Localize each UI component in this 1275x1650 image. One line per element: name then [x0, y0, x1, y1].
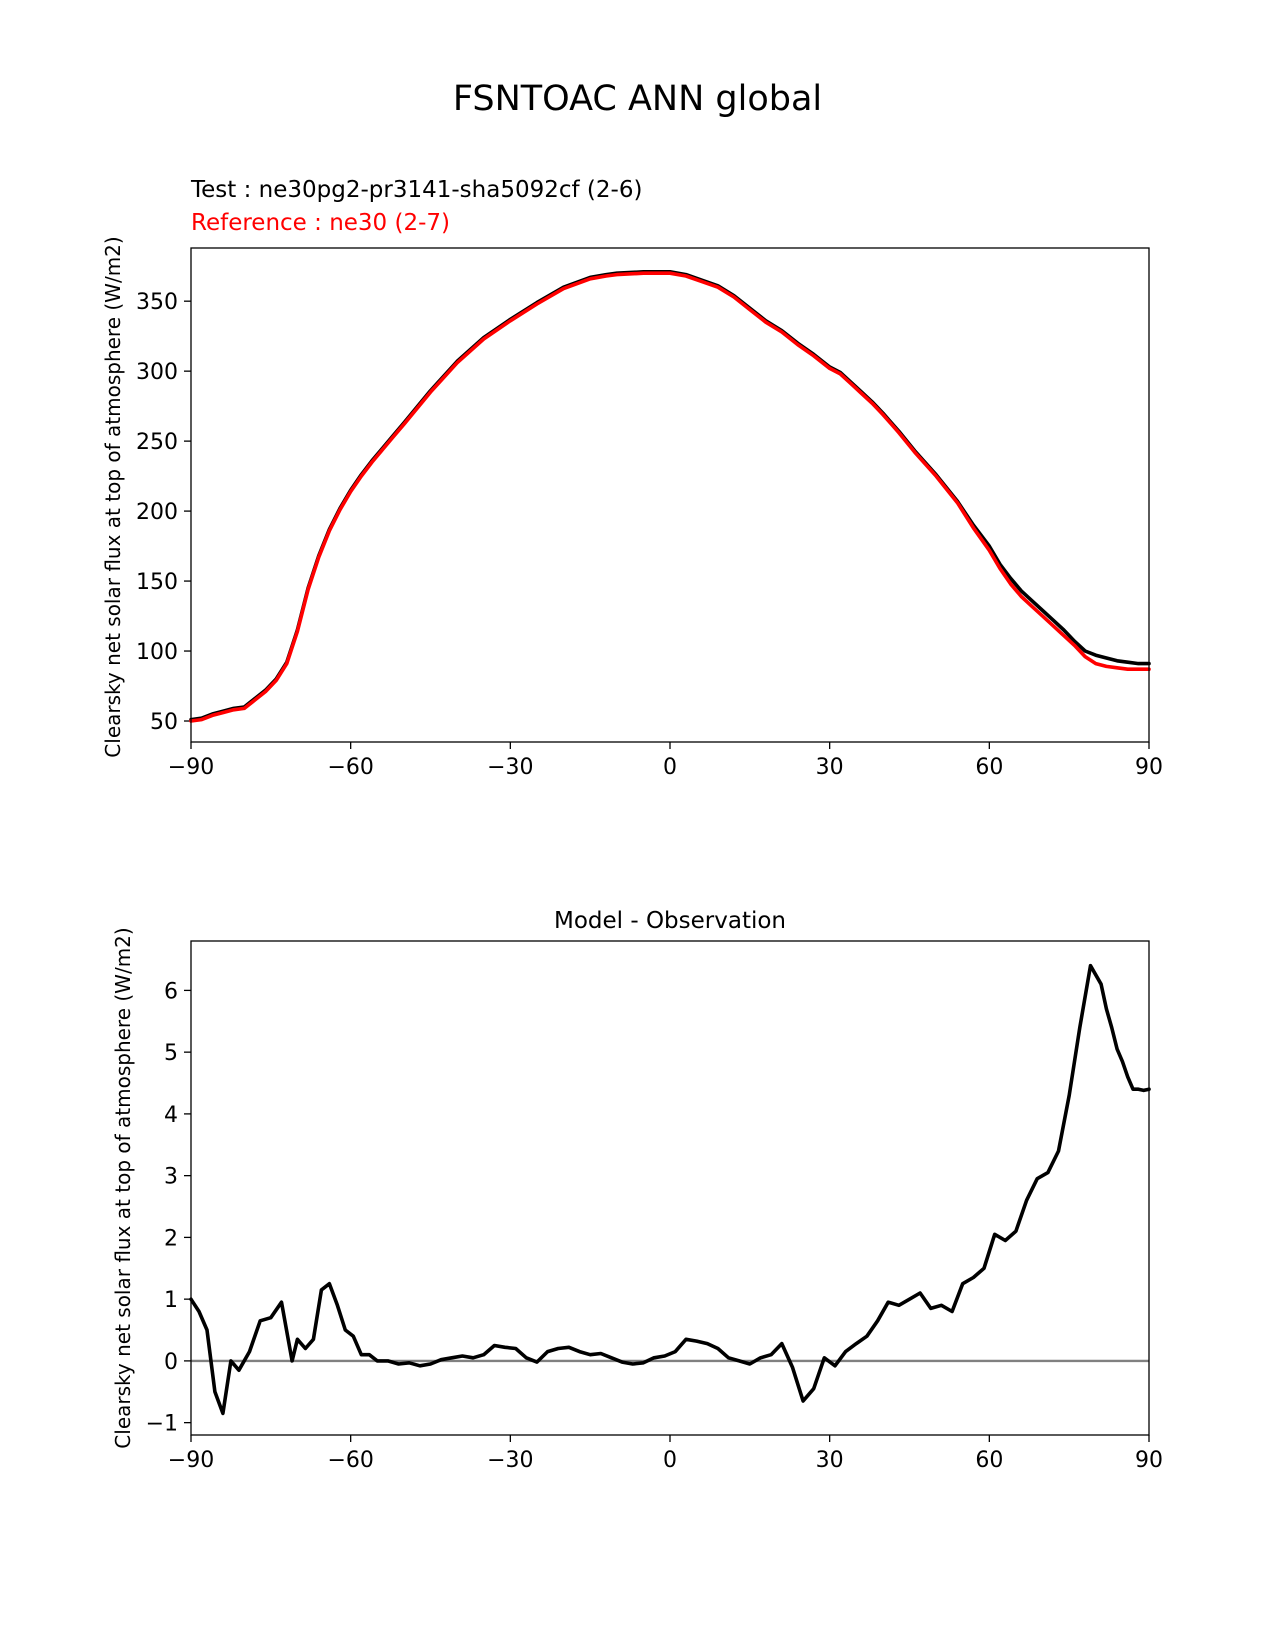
y-tick-label: 2 — [164, 1226, 178, 1251]
y-tick-label: 1 — [164, 1288, 178, 1313]
x-tick-label: 0 — [663, 755, 677, 780]
bottom-lines — [189, 963, 1151, 1416]
series-line-test — [189, 269, 1151, 722]
y-tick-label: −1 — [146, 1412, 178, 1437]
x-tick-label: 30 — [816, 755, 844, 780]
bottom-ylabel: Clearsky net solar flux at top of atmosp… — [111, 927, 135, 1448]
y-tick-label: 3 — [164, 1165, 178, 1190]
y-tick-label: 350 — [136, 290, 178, 315]
x-tick-label: 90 — [1135, 755, 1163, 780]
x-tick-label: 30 — [816, 1448, 844, 1473]
reference-label: Reference : ne30 (2-7) — [191, 210, 450, 236]
x-tick-label: 60 — [975, 755, 1003, 780]
y-tick-label: 300 — [136, 360, 178, 385]
x-tick-label: −60 — [327, 1448, 373, 1473]
bottom-title: Model - Observation — [554, 908, 786, 934]
top-lines — [189, 269, 1151, 723]
y-tick-label: 200 — [136, 500, 178, 525]
figure-title: FSNTOAC ANN global — [453, 79, 822, 119]
y-tick-label: 250 — [136, 430, 178, 455]
y-tick-label: 100 — [136, 640, 178, 665]
top-ylabel: Clearsky net solar flux at top of atmosp… — [101, 236, 125, 757]
y-tick-label: 150 — [136, 570, 178, 595]
y-tick-label: 0 — [164, 1350, 178, 1375]
x-tick-label: −60 — [327, 755, 373, 780]
x-tick-label: −90 — [168, 1448, 214, 1473]
y-tick-label: 6 — [164, 979, 178, 1004]
bottom-ticks: −90 −60 −30 0 30 60 90 −1 0 1 2 3 4 5 6 — [146, 979, 1163, 1473]
top-panel: Test : ne30pg2-pr3141-sha5092cf (2-6) Re… — [101, 177, 1163, 780]
test-label: Test : ne30pg2-pr3141-sha5092cf (2-6) — [190, 177, 642, 203]
bottom-panel: Model - Observation Clearsky net solar f… — [111, 908, 1163, 1473]
x-tick-label: 0 — [663, 1448, 677, 1473]
x-tick-label: 90 — [1135, 1448, 1163, 1473]
x-tick-label: −90 — [168, 755, 214, 780]
y-tick-label: 5 — [164, 1041, 178, 1066]
top-axes-frame — [190, 247, 1150, 743]
series-line-reference — [189, 271, 1151, 723]
bottom-axes-frame — [190, 940, 1150, 1436]
top-ticks: −90 −60 −30 0 30 60 90 50 100 150 200 250 300 350 — [136, 290, 1163, 780]
series-line-model-observation — [189, 963, 1151, 1416]
y-tick-label: 4 — [164, 1103, 178, 1128]
x-tick-label: −30 — [487, 755, 533, 780]
x-tick-label: 60 — [975, 1448, 1003, 1473]
y-tick-label: 50 — [150, 710, 178, 735]
x-tick-label: −30 — [487, 1448, 533, 1473]
